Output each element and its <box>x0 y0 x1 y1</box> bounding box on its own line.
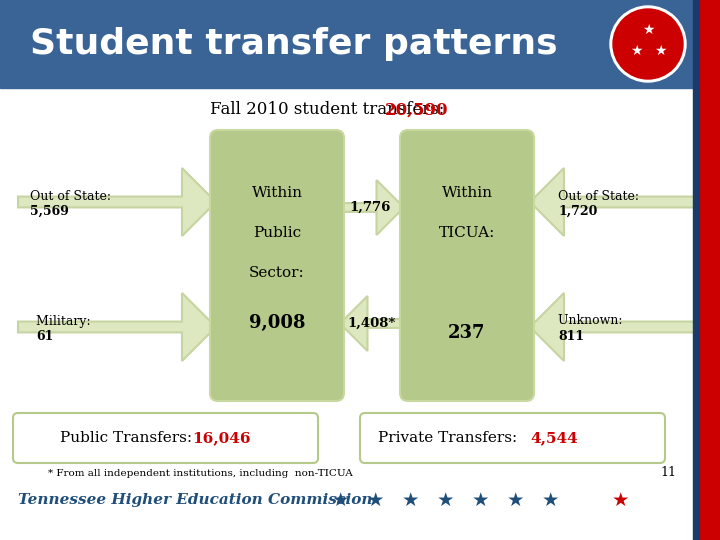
Polygon shape <box>530 168 718 236</box>
Text: ★: ★ <box>654 44 666 58</box>
Text: Student transfer patterns: Student transfer patterns <box>30 27 557 61</box>
Text: Out of State:: Out of State: <box>558 190 643 202</box>
Bar <box>700 0 720 540</box>
Text: Public: Public <box>253 226 301 240</box>
Circle shape <box>610 6 686 82</box>
Text: ★: ★ <box>472 490 489 510</box>
Text: ★: ★ <box>506 490 523 510</box>
Text: Out of State:: Out of State: <box>30 190 115 202</box>
Text: 20,590: 20,590 <box>385 102 449 118</box>
Text: TICUA:: TICUA: <box>438 226 495 240</box>
Text: 1,720: 1,720 <box>558 205 598 218</box>
Text: 811: 811 <box>558 329 584 342</box>
FancyBboxPatch shape <box>360 413 665 463</box>
Text: 61: 61 <box>36 329 53 342</box>
Polygon shape <box>340 296 404 351</box>
Text: 4,544: 4,544 <box>530 431 577 445</box>
Text: Within: Within <box>251 186 302 200</box>
Text: Fall 2010 student transfers:: Fall 2010 student transfers: <box>210 102 449 118</box>
Polygon shape <box>18 168 216 236</box>
Bar <box>0 0 693 88</box>
Text: 16,046: 16,046 <box>192 431 251 445</box>
Text: Tennessee Higher Education Commission: Tennessee Higher Education Commission <box>18 493 372 507</box>
Polygon shape <box>18 293 216 361</box>
Text: 5,569: 5,569 <box>30 205 69 218</box>
Circle shape <box>613 9 683 79</box>
Polygon shape <box>340 180 404 235</box>
Text: Within: Within <box>441 186 492 200</box>
Text: ★: ★ <box>436 490 454 510</box>
Polygon shape <box>530 293 718 361</box>
Text: ★: ★ <box>630 44 642 58</box>
Text: Military:: Military: <box>36 314 94 327</box>
Text: ★: ★ <box>366 490 384 510</box>
Text: Unknown:: Unknown: <box>558 314 626 327</box>
Text: ★: ★ <box>611 490 629 510</box>
Text: 11: 11 <box>660 467 676 480</box>
Text: ★: ★ <box>541 490 559 510</box>
Text: ★: ★ <box>331 490 348 510</box>
Text: Sector:: Sector: <box>249 266 305 280</box>
Text: ★: ★ <box>401 490 419 510</box>
Bar <box>693 0 700 540</box>
Text: Public Transfers:: Public Transfers: <box>60 431 197 445</box>
Text: ★: ★ <box>642 23 654 37</box>
FancyBboxPatch shape <box>210 130 344 401</box>
Text: 1,408*: 1,408* <box>348 317 396 330</box>
FancyBboxPatch shape <box>13 413 318 463</box>
Text: Private Transfers:: Private Transfers: <box>378 431 522 445</box>
Text: 1,776: 1,776 <box>349 201 391 214</box>
Text: * From all independent institutions, including  non-TICUA: * From all independent institutions, inc… <box>48 469 352 477</box>
Text: 237: 237 <box>449 324 486 342</box>
FancyBboxPatch shape <box>400 130 534 401</box>
Text: 9,008: 9,008 <box>248 314 305 332</box>
